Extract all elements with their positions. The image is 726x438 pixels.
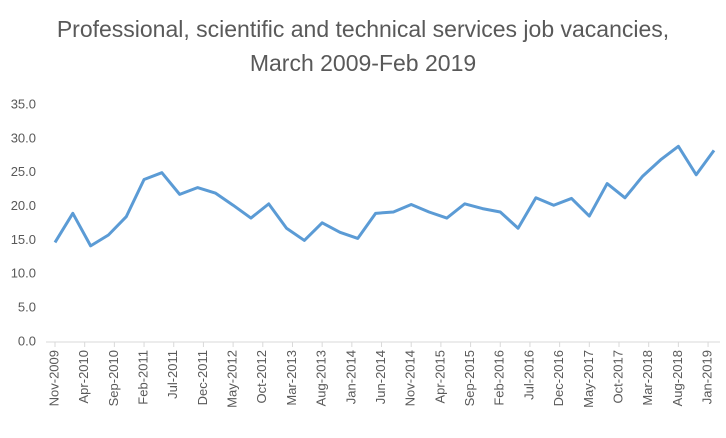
x-tick-label: Jun-2014 [373, 350, 388, 404]
x-tick-label: Sep-2015 [462, 350, 477, 406]
x-tick-label: Apr-2015 [432, 350, 447, 403]
x-tick-label: Nov-2009 [46, 350, 61, 406]
x-tick-label: Jul-2016 [521, 350, 536, 400]
y-tick-label: 0.0 [18, 333, 36, 348]
x-tick-label: Oct-2017 [610, 350, 625, 403]
x-tick-label: Jan-2014 [343, 350, 358, 404]
x-tick-label: Feb-2016 [492, 350, 507, 406]
y-tick-label: 5.0 [18, 300, 36, 315]
x-tick-label: Feb-2011 [135, 350, 150, 405]
x-tick-label: Sep-2010 [106, 350, 121, 406]
x-tick-label: Mar-2018 [640, 350, 655, 406]
y-tick-label: 35.0 [11, 96, 36, 111]
y-tick-label: 15.0 [11, 232, 36, 247]
x-tick-label: Mar-2013 [284, 350, 299, 406]
x-tick-label: Aug-2013 [314, 350, 329, 406]
chart-title: Professional, scientific and technical s… [56, 16, 670, 76]
y-tick-label: 10.0 [11, 266, 36, 281]
y-tick-label: 30.0 [11, 130, 36, 145]
x-tick-label: May-2012 [225, 350, 240, 408]
x-tick-label: Apr-2010 [76, 350, 91, 403]
x-tick-label: Jan-2019 [700, 350, 715, 404]
x-tick-label: May-2017 [581, 350, 596, 408]
x-tick-label: Jul-2011 [165, 350, 180, 399]
y-tick-label: 20.0 [11, 198, 36, 213]
x-tick-label: Nov-2014 [403, 350, 418, 406]
x-tick-label: Dec-2011 [195, 350, 210, 405]
y-tick-label: 25.0 [11, 164, 36, 179]
x-tick-label: Oct-2012 [254, 350, 269, 403]
x-tick-label: Aug-2018 [670, 350, 685, 406]
data-line [53, 144, 716, 248]
x-tick-label: Dec-2016 [551, 350, 566, 406]
